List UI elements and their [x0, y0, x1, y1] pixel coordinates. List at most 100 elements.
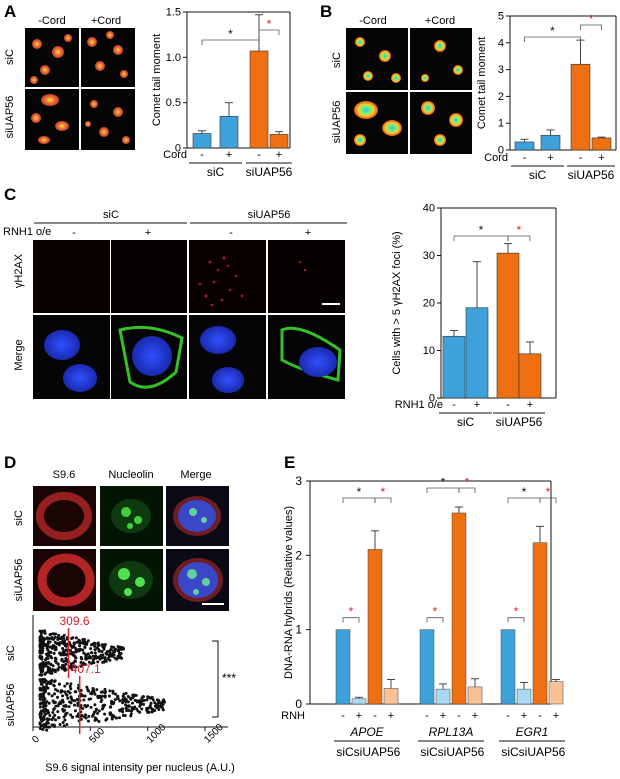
bar: [516, 688, 532, 705]
dot: [55, 642, 59, 646]
dot: [46, 721, 50, 725]
dot: [41, 727, 45, 731]
y-axis-label: DNA-RNA hybrids (Relative values): [283, 506, 295, 679]
sig-star: *: [349, 605, 354, 619]
dot: [50, 694, 54, 698]
dot: [58, 700, 62, 704]
panel-label: A: [4, 2, 16, 21]
dot: [60, 635, 64, 639]
dot: [41, 698, 45, 702]
dot: [131, 693, 135, 697]
dot: [62, 724, 66, 728]
dot: [96, 646, 100, 650]
dot: [92, 712, 96, 716]
bar: [451, 512, 467, 705]
dot: [80, 663, 84, 667]
y-tick-label: 0: [498, 145, 504, 157]
bar: [500, 629, 516, 705]
dot: [66, 696, 70, 700]
dot: [47, 636, 51, 640]
dot: [82, 698, 86, 702]
sig-star: *: [550, 24, 555, 38]
dot: [61, 720, 65, 724]
sig-star: *: [522, 485, 527, 499]
dot-cloud: [38, 629, 126, 677]
dot: [58, 682, 62, 686]
group-label: siUAP56: [246, 165, 293, 179]
dot: [99, 700, 103, 704]
panel-label: C: [4, 185, 16, 204]
condition-mark: -: [452, 399, 456, 411]
dot: [60, 658, 64, 662]
subgroup-label: siC: [501, 745, 519, 759]
dot: [155, 706, 159, 710]
dot: [142, 695, 146, 699]
bar: [496, 252, 520, 399]
condition-label: Cord: [163, 149, 187, 161]
dot: [38, 697, 42, 701]
dot: [126, 708, 130, 712]
dot: [63, 644, 67, 648]
sig-bracket: [258, 29, 280, 35]
y-tick-label: 0: [175, 143, 181, 155]
dot: [126, 694, 130, 698]
dot: [113, 698, 117, 702]
dot: [53, 713, 57, 717]
dot: [133, 705, 137, 709]
dot: [38, 693, 42, 697]
dot: [116, 649, 120, 653]
dot: [96, 711, 100, 715]
group-label: siUAP56: [496, 415, 543, 429]
dot: [155, 703, 159, 707]
rnh-mark: -: [72, 227, 76, 239]
dot: [61, 694, 65, 698]
dot: [73, 655, 77, 659]
y-tick-label: 20: [423, 298, 435, 310]
dot: [44, 671, 48, 675]
dot: [85, 685, 89, 689]
group-label: siC: [457, 415, 475, 429]
dot: [74, 636, 78, 640]
dot: [110, 654, 114, 658]
row-label: siC: [331, 52, 343, 68]
dot: [47, 717, 51, 721]
dot: [89, 705, 93, 709]
condition-mark: -: [373, 710, 377, 722]
row-label: siUAP56: [13, 559, 25, 602]
dot: [63, 652, 67, 656]
dot: [100, 707, 104, 711]
condition-mark: +: [276, 149, 282, 161]
dot: [121, 646, 125, 650]
dot: [90, 661, 94, 665]
dot: [106, 656, 110, 660]
dot: [117, 656, 121, 660]
dot: [71, 715, 75, 719]
dot: [63, 718, 67, 722]
dot: [45, 682, 49, 686]
dot: [103, 712, 107, 716]
dot: [38, 715, 42, 719]
dot: [57, 716, 61, 720]
dot: [102, 647, 106, 651]
dot: [56, 635, 60, 639]
panel-c: C siC siUAP56 RNH1 o/e - + - + γH2AX Mer…: [3, 185, 557, 429]
dot: [41, 640, 45, 644]
dot: [149, 696, 153, 700]
dot: [40, 649, 44, 653]
dot: [100, 643, 104, 647]
dot: [68, 684, 72, 688]
col-label: Merge: [180, 469, 211, 481]
y-tick-label: 3: [295, 474, 302, 488]
condition-mark: +: [598, 152, 604, 164]
gene-label: EGR1: [516, 725, 549, 739]
dot: [49, 632, 53, 636]
micrograph-grid: [25, 28, 135, 150]
bar: [465, 307, 489, 399]
dot: [114, 692, 118, 696]
dot: [107, 694, 111, 698]
dot: [76, 701, 80, 705]
group-label: siUAP56: [568, 168, 615, 182]
condition-mark: -: [341, 710, 345, 722]
dot: [108, 689, 112, 693]
